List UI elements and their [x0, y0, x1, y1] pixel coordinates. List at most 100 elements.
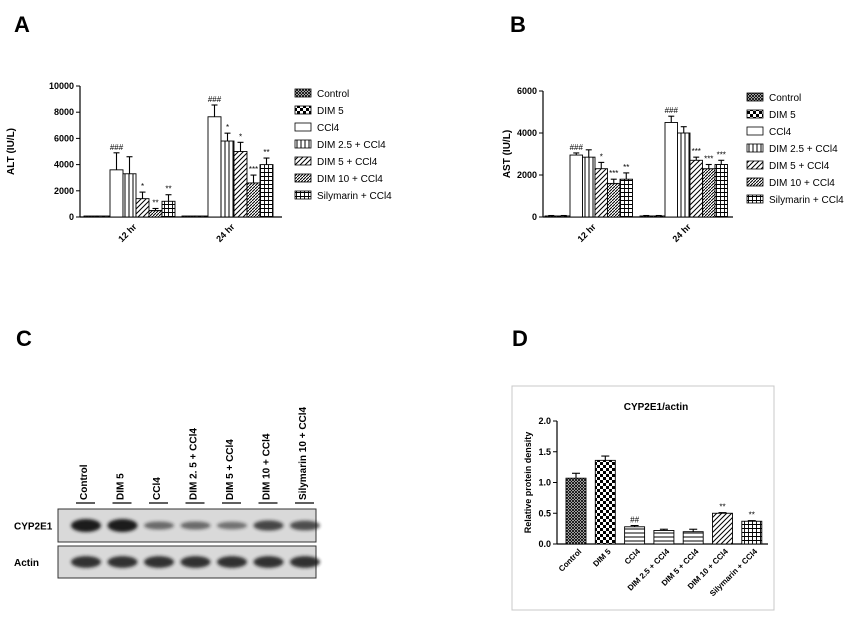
chart-a-bar [220, 140, 235, 218]
blot-band [217, 556, 247, 568]
chart-a-bar [246, 182, 261, 218]
blot-band [71, 556, 101, 568]
blot-lane-label: DIM 10 + CCl4 [262, 433, 273, 500]
chart-a-significance-mark: ### [208, 95, 222, 104]
chart-b-legend-label: CCl4 [769, 127, 792, 138]
chart-a-bar [148, 209, 163, 218]
chart-b-y-label: AST (IU/L) [502, 130, 513, 178]
chart-a-legend-swatch [294, 105, 312, 115]
chart-b-legend-swatch [746, 194, 764, 204]
chart-d-title: CYP2E1/actin [624, 402, 688, 413]
blot-band [144, 521, 174, 530]
blot-band [71, 519, 101, 532]
chart-a-y-tick-label: 0 [69, 212, 74, 222]
chart-b-bar [689, 159, 703, 218]
chart-b-y-tick-label: 2000 [517, 170, 537, 180]
chart-b-y-tick-label: 6000 [517, 86, 537, 96]
chart-a-significance-mark: * [226, 123, 229, 132]
panel-label-b: B [510, 12, 526, 37]
chart-a-significance-mark: ** [152, 198, 158, 207]
blot-lane-label: DIM 5 [116, 473, 127, 500]
chart-b-legend-label: DIM 5 + CCl4 [769, 161, 830, 172]
chart-a-legend-label: DIM 5 + CCl4 [317, 157, 378, 168]
chart-a-y-tick-label: 10000 [49, 81, 74, 91]
chart-b-significance-mark: ### [570, 143, 584, 152]
blot-band [107, 519, 138, 532]
chart-a-legend-label: Control [317, 89, 349, 100]
chart-b-x-tick-label: 24 hr [670, 221, 693, 244]
chart-b-significance-mark: *** [717, 150, 726, 159]
chart-b-legend-swatch [746, 160, 764, 170]
chart-b-bar [702, 168, 716, 218]
blot-band [180, 556, 211, 568]
blot-band [290, 556, 320, 568]
blot-lane-label: Control [79, 464, 90, 500]
chart-b-legend-label: DIM 5 [769, 110, 796, 121]
chart-a-legend-label: DIM 2.5 + CCl4 [317, 140, 386, 151]
chart-a-y-tick-label: 2000 [54, 186, 74, 196]
chart-d-x-tick-label: CCl4 [623, 547, 643, 567]
chart-a-legend-swatch [294, 156, 312, 166]
chart-b-bar [664, 122, 678, 218]
chart-b-significance-mark: ** [623, 163, 629, 172]
chart-a-y-label: ALT (IU/L) [6, 128, 17, 175]
chart-a-legend-swatch [294, 88, 312, 98]
blot-lane-label: DIM 5 + CCl4 [225, 439, 236, 500]
chart-b-y-tick-label: 4000 [517, 128, 537, 138]
chart-a-significance-mark: ** [263, 148, 269, 157]
chart-a-legend-label: Silymarin + CCl4 [317, 191, 392, 202]
chart-a-legend-swatch [294, 173, 312, 183]
blot-lane-label: DIM 2. 5 + CCl4 [189, 428, 200, 500]
chart-a-significance-mark: * [141, 182, 144, 191]
chart-a-legend-label: CCl4 [317, 123, 340, 134]
chart-a-x-tick-label: 12 hr [116, 221, 139, 244]
chart-d-x-tick-label: DIM 5 [591, 547, 613, 569]
chart-d-y-tick-label: 0.5 [538, 508, 551, 518]
chart-a-significance-mark: *** [249, 165, 258, 174]
blot-band [290, 520, 320, 531]
blot-lane-label: CCl4 [152, 477, 163, 500]
chart-d-frame [511, 385, 775, 611]
chart-a-legend-swatch [294, 139, 312, 149]
blot-row-label: CYP2E1 [14, 522, 53, 533]
chart-b-significance-mark: *** [704, 155, 713, 164]
chart-b-significance-mark: * [600, 152, 603, 161]
blot-band [253, 520, 284, 531]
panel-label-c: C [16, 326, 32, 351]
chart-a-bar [83, 215, 98, 218]
chart-b-significance-mark: *** [609, 169, 618, 178]
panel-label-a: A [14, 12, 30, 37]
chart-d-bar [624, 526, 646, 545]
blot-band [180, 521, 211, 530]
blot-lane-label: Silymarin 10 + CCl4 [298, 406, 309, 500]
chart-a-significance-mark: ### [110, 143, 124, 152]
chart-a-significance-mark: ** [165, 185, 171, 194]
chart-a-bar [259, 164, 274, 218]
chart-b-significance-mark: ### [665, 106, 679, 115]
chart-b-bar [714, 164, 728, 218]
chart-b-legend-swatch [746, 92, 764, 102]
blot-band [217, 521, 247, 530]
chart-a-legend-label: DIM 10 + CCl4 [317, 174, 383, 185]
chart-a-legend-swatch [294, 190, 312, 200]
chart-b-bar [652, 215, 666, 218]
panel-label-d: D [512, 326, 528, 351]
chart-d-y-tick-label: 1.5 [538, 447, 551, 457]
chart-d-significance-mark: ** [749, 511, 755, 520]
chart-a-bar [135, 198, 150, 218]
chart-a-bar [109, 169, 124, 218]
chart-a-significance-mark: * [239, 132, 242, 141]
chart-d-y-label: Relative protein density [523, 432, 533, 534]
chart-b-bar [639, 215, 653, 218]
chart-d-bar [712, 512, 733, 545]
chart-d-significance-mark: ** [719, 503, 725, 512]
chart-d-bar [653, 530, 675, 545]
chart-d-significance-mark: ## [630, 516, 639, 525]
chart-a-bar [161, 200, 176, 218]
chart-a-bar [96, 215, 111, 218]
chart-b-bar [607, 182, 621, 218]
chart-a-legend-label: DIM 5 [317, 106, 344, 117]
blot-band [107, 556, 138, 568]
chart-d-bar [682, 531, 704, 545]
